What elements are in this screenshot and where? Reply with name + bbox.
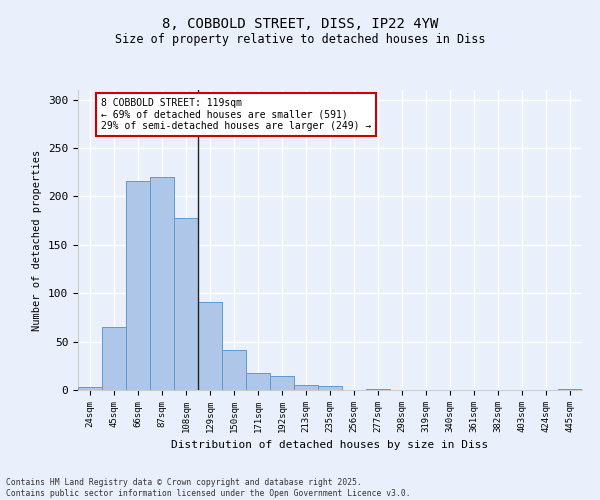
Bar [366,389,390,390]
Text: Size of property relative to detached houses in Diss: Size of property relative to detached ho… [115,32,485,46]
Bar [174,218,198,390]
Bar [198,302,222,390]
Bar [222,350,246,390]
Bar [246,372,270,390]
Bar [318,386,342,390]
Bar [270,376,294,390]
Bar [294,385,318,390]
Bar [558,389,582,390]
Text: 8, COBBOLD STREET, DISS, IP22 4YW: 8, COBBOLD STREET, DISS, IP22 4YW [162,18,438,32]
X-axis label: Distribution of detached houses by size in Diss: Distribution of detached houses by size … [172,440,488,450]
Bar [150,177,174,390]
Y-axis label: Number of detached properties: Number of detached properties [32,150,43,330]
Bar [126,181,150,390]
Bar [102,327,126,390]
Text: Contains HM Land Registry data © Crown copyright and database right 2025.
Contai: Contains HM Land Registry data © Crown c… [6,478,410,498]
Bar [78,387,102,390]
Text: 8 COBBOLD STREET: 119sqm
← 69% of detached houses are smaller (591)
29% of semi-: 8 COBBOLD STREET: 119sqm ← 69% of detach… [101,98,371,131]
